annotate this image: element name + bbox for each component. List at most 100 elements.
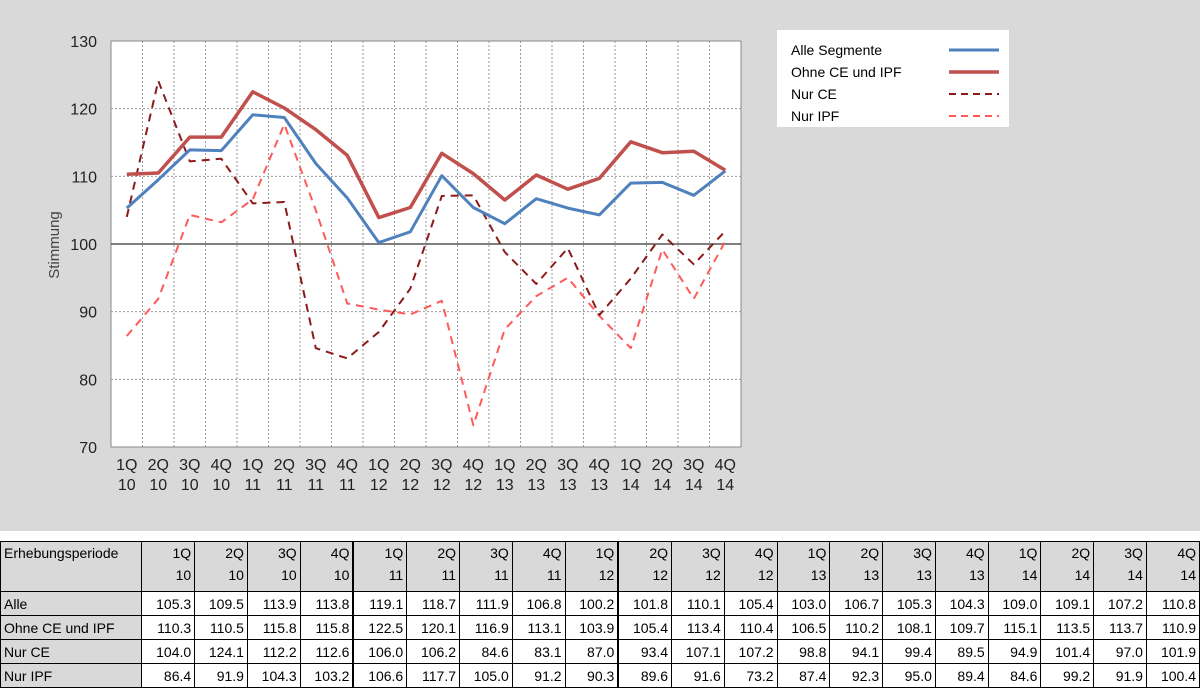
x-tick-label-year: 11 (307, 477, 324, 494)
legend-swatch (949, 93, 999, 95)
x-tick-label-quarter: 4Q (589, 457, 610, 474)
table-cell: 106.6 (352, 663, 408, 688)
x-tick-label-year: 10 (181, 477, 199, 494)
legend-item-alle-segmente: Alle Segmente (787, 40, 1007, 62)
table-period-header: 1Q 10 (141, 541, 196, 592)
table-cell: 115.8 (246, 615, 301, 640)
x-tick-label-quarter: 1Q (116, 457, 137, 474)
y-axis-title: Stimmung (46, 211, 63, 279)
table-period-quarter: 4Q (1177, 545, 1196, 561)
table-period-quarter: 1Q (384, 545, 404, 561)
table-row-label: Alle (0, 591, 143, 616)
table-cell: 106.5 (776, 615, 831, 640)
table-header-row: Erhebungsperiode 1Q 10 2Q 10 3Q 10 4Q 10 1Q 11 2Q 1… (0, 541, 1200, 592)
table-cell: 113.5 (1040, 615, 1095, 640)
series-lines (125, 79, 727, 427)
table-cell: 100.4 (1145, 663, 1200, 688)
table-row-label: Nur CE (0, 639, 143, 664)
table-row-label: Ohne CE und IPF (0, 615, 143, 640)
table-row: Nur CE 104.0 124.1 112.2 112.6 106.0 106.2 84.6… (0, 639, 1200, 664)
x-tick-label-quarter: 2Q (526, 457, 547, 474)
table-cell: 119.1 (352, 591, 408, 616)
table-cell: 109.1 (1040, 591, 1095, 616)
table-period-year: 12 (652, 567, 669, 583)
x-tick-label-year: 14 (685, 477, 703, 494)
chart-panel: 70 80 90 100 110 120 130 1Q 10 2Q 10 3Q 10 4Q 10 1Q 11 2… (0, 0, 1200, 531)
table-period-header: 3Q 14 (1093, 541, 1147, 592)
y-tick-label: 120 (70, 102, 97, 119)
series-line-nur-ce (125, 79, 727, 360)
table-cell: 106.8 (511, 591, 566, 616)
y-tick-label: 110 (71, 169, 97, 186)
table-cell: 104.3 (934, 591, 989, 616)
table-period-quarter: 2Q (437, 545, 456, 561)
table-cell: 104.3 (246, 663, 301, 688)
table-period-header: 2Q 14 (1040, 541, 1095, 592)
table-cell: 100.2 (564, 591, 619, 616)
x-tick-label-year: 10 (118, 477, 136, 494)
x-tick-label-year: 12 (464, 477, 482, 494)
table-cell: 105.3 (141, 591, 196, 616)
table-period-year: 14 (1127, 567, 1143, 583)
x-tick-label-year: 11 (276, 477, 293, 494)
x-tick-label-year: 14 (622, 477, 640, 494)
table-cell: 92.3 (829, 663, 884, 688)
table-cell: 110.8 (1145, 591, 1200, 616)
table-cell: 101.9 (1145, 639, 1200, 664)
table-period-quarter: 3Q (913, 545, 932, 561)
table-period-header: 1Q 11 (352, 541, 408, 592)
x-tick-label-year: 10 (212, 477, 230, 494)
table-period-header: 1Q 13 (776, 541, 831, 592)
table-period-year: 13 (916, 567, 932, 583)
table-cell: 124.1 (194, 639, 248, 664)
table-cell: 113.1 (511, 615, 566, 640)
table-cell: 103.2 (299, 663, 354, 688)
table-cell: 73.2 (723, 663, 778, 688)
series-line-alle-segmente (125, 113, 727, 245)
table-cell: 95.0 (882, 663, 936, 688)
table-cell: 97.0 (1093, 639, 1147, 664)
table-period-header: 3Q 11 (459, 541, 513, 592)
x-tick-label-year: 14 (653, 477, 671, 494)
table-period-year: 14 (1021, 567, 1038, 583)
table-header-label: Erhebungsperiode (0, 541, 143, 592)
table-period-quarter: 1Q (807, 545, 827, 561)
table-period-header: 3Q 10 (246, 541, 301, 592)
series-line-ohne-ce-und-ipf (126, 90, 727, 220)
table-cell: 115.8 (299, 615, 354, 640)
table-cell: 105.0 (459, 663, 513, 688)
y-tick-label: 90 (79, 305, 97, 322)
table-cell: 91.6 (671, 663, 725, 688)
table-cell: 107.1 (671, 639, 725, 664)
table-row-label: Nur IPF (0, 663, 143, 688)
table-cell: 110.9 (1145, 615, 1200, 640)
line-chart: 70 80 90 100 110 120 130 1Q 10 2Q 10 3Q 10 4Q 10 1Q 11 2… (46, 34, 742, 494)
table-cell: 91.9 (1093, 663, 1147, 688)
x-tick-label-quarter: 4Q (211, 457, 232, 474)
table-period-year: 12 (705, 567, 721, 583)
table-period-quarter: 3Q (278, 545, 297, 561)
table-period-quarter: 3Q (490, 545, 509, 561)
table-cell: 105.3 (882, 591, 936, 616)
table-period-header: 2Q 13 (829, 541, 884, 592)
x-tick-label-year: 12 (433, 477, 451, 494)
table-period-header: 1Q 12 (564, 541, 619, 592)
table-cell: 87.4 (776, 663, 831, 688)
table-period-header: 4Q 10 (299, 541, 354, 592)
table-cell: 110.1 (671, 591, 725, 616)
x-tick-label-year: 11 (244, 477, 261, 494)
table-cell: 109.0 (987, 591, 1042, 616)
x-tick-label-quarter: 3Q (179, 457, 200, 474)
table-period-year: 10 (281, 567, 297, 583)
table-period-year: 13 (810, 567, 827, 583)
table-cell: 90.3 (564, 663, 619, 688)
table-period-header: 1Q 14 (987, 541, 1042, 592)
x-tick-labels: 1Q 10 2Q 10 3Q 10 4Q 10 1Q 11 2Q 11 3Q 11 4Q 11 1Q 12 2Q 12… (116, 457, 736, 494)
legend-item-ohne-ce-und-ipf: Ohne CE und IPF (787, 62, 1007, 84)
x-tick-label-year: 12 (401, 477, 419, 494)
table-period-year: 10 (333, 567, 350, 583)
table-cell: 113.8 (299, 591, 354, 616)
x-tick-label-year: 11 (339, 477, 356, 494)
table-cell: 115.1 (987, 615, 1042, 640)
table-period-year: 10 (228, 567, 244, 583)
